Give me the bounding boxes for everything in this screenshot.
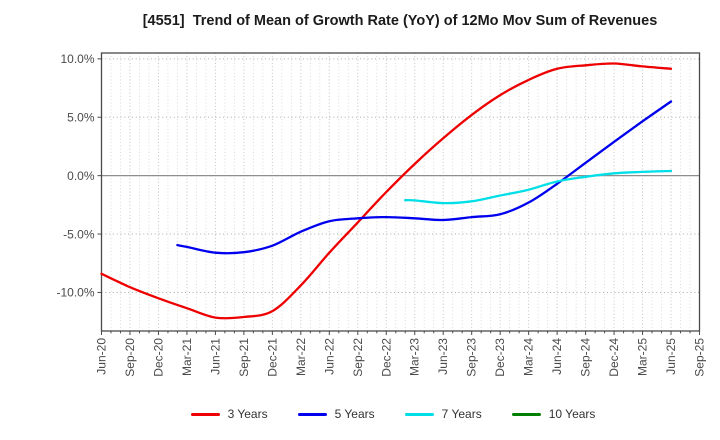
- legend-item-7-years: 7 Years: [404, 407, 482, 421]
- plot-border: [100, 52, 701, 332]
- legend-line-5-years-icon: [297, 412, 327, 416]
- x-tick-label: Mar-23: [408, 338, 422, 376]
- x-tick-label: Dec-20: [151, 338, 165, 377]
- x-tick-label: Mar-21: [180, 338, 194, 376]
- y-tick-label: 10.0%: [60, 52, 94, 66]
- legend: 3 Years 5 Years 7 Years 10 Years: [0, 407, 720, 421]
- legend-item-3-years: 3 Years: [190, 407, 268, 421]
- y-tick-label: -5.0%: [63, 227, 95, 241]
- x-tick-label: Mar-24: [522, 338, 536, 376]
- legend-line-10-years-icon: [511, 412, 541, 416]
- x-tick-label: Dec-23: [493, 338, 507, 377]
- line-7-years: [404, 169, 673, 205]
- line-3-years: [100, 62, 673, 320]
- x-tick-label: Dec-24: [607, 338, 621, 377]
- legend-label-7-years: 7 Years: [441, 407, 482, 421]
- x-tick-label: Sep-24: [579, 338, 593, 377]
- legend-item-10-years: 10 Years: [511, 407, 596, 421]
- y-tick-label: 5.0%: [67, 110, 95, 124]
- x-tick-label: Dec-22: [379, 338, 393, 377]
- legend-label-5-years: 5 Years: [334, 407, 375, 421]
- x-tick-label: Sep-20: [123, 338, 137, 377]
- x-tick-label: Jun-21: [208, 338, 222, 375]
- chart-title: [4551] Trend of Mean of Growth Rate (YoY…: [142, 13, 658, 29]
- x-tick-label: Jun-22: [322, 338, 336, 375]
- legend-line-3-years-icon: [190, 412, 220, 416]
- x-tick-label: Jun-25: [664, 338, 678, 375]
- x-tick-label: Sep-25: [693, 338, 707, 377]
- x-tick-label: Jun-20: [95, 338, 109, 375]
- line-5-years: [176, 100, 673, 255]
- x-tick-label: Sep-23: [465, 338, 479, 377]
- x-tick-label: Mar-22: [294, 338, 308, 376]
- x-tick-label: Sep-21: [237, 338, 251, 377]
- y-tick-label: -10.0%: [56, 286, 94, 300]
- y-tick-label: 0.0%: [67, 169, 95, 183]
- x-tick-label: Jun-24: [550, 338, 564, 375]
- legend-line-7-years-icon: [404, 412, 434, 416]
- x-tick-label: Mar-25: [636, 338, 650, 376]
- legend-label-3-years: 3 Years: [227, 407, 268, 421]
- x-tick-label: Jun-23: [436, 338, 450, 375]
- x-tick-label: Sep-22: [351, 338, 365, 377]
- legend-item-5-years: 5 Years: [297, 407, 375, 421]
- legend-label-10-years: 10 Years: [548, 407, 596, 421]
- x-tick-label: Dec-21: [265, 338, 279, 377]
